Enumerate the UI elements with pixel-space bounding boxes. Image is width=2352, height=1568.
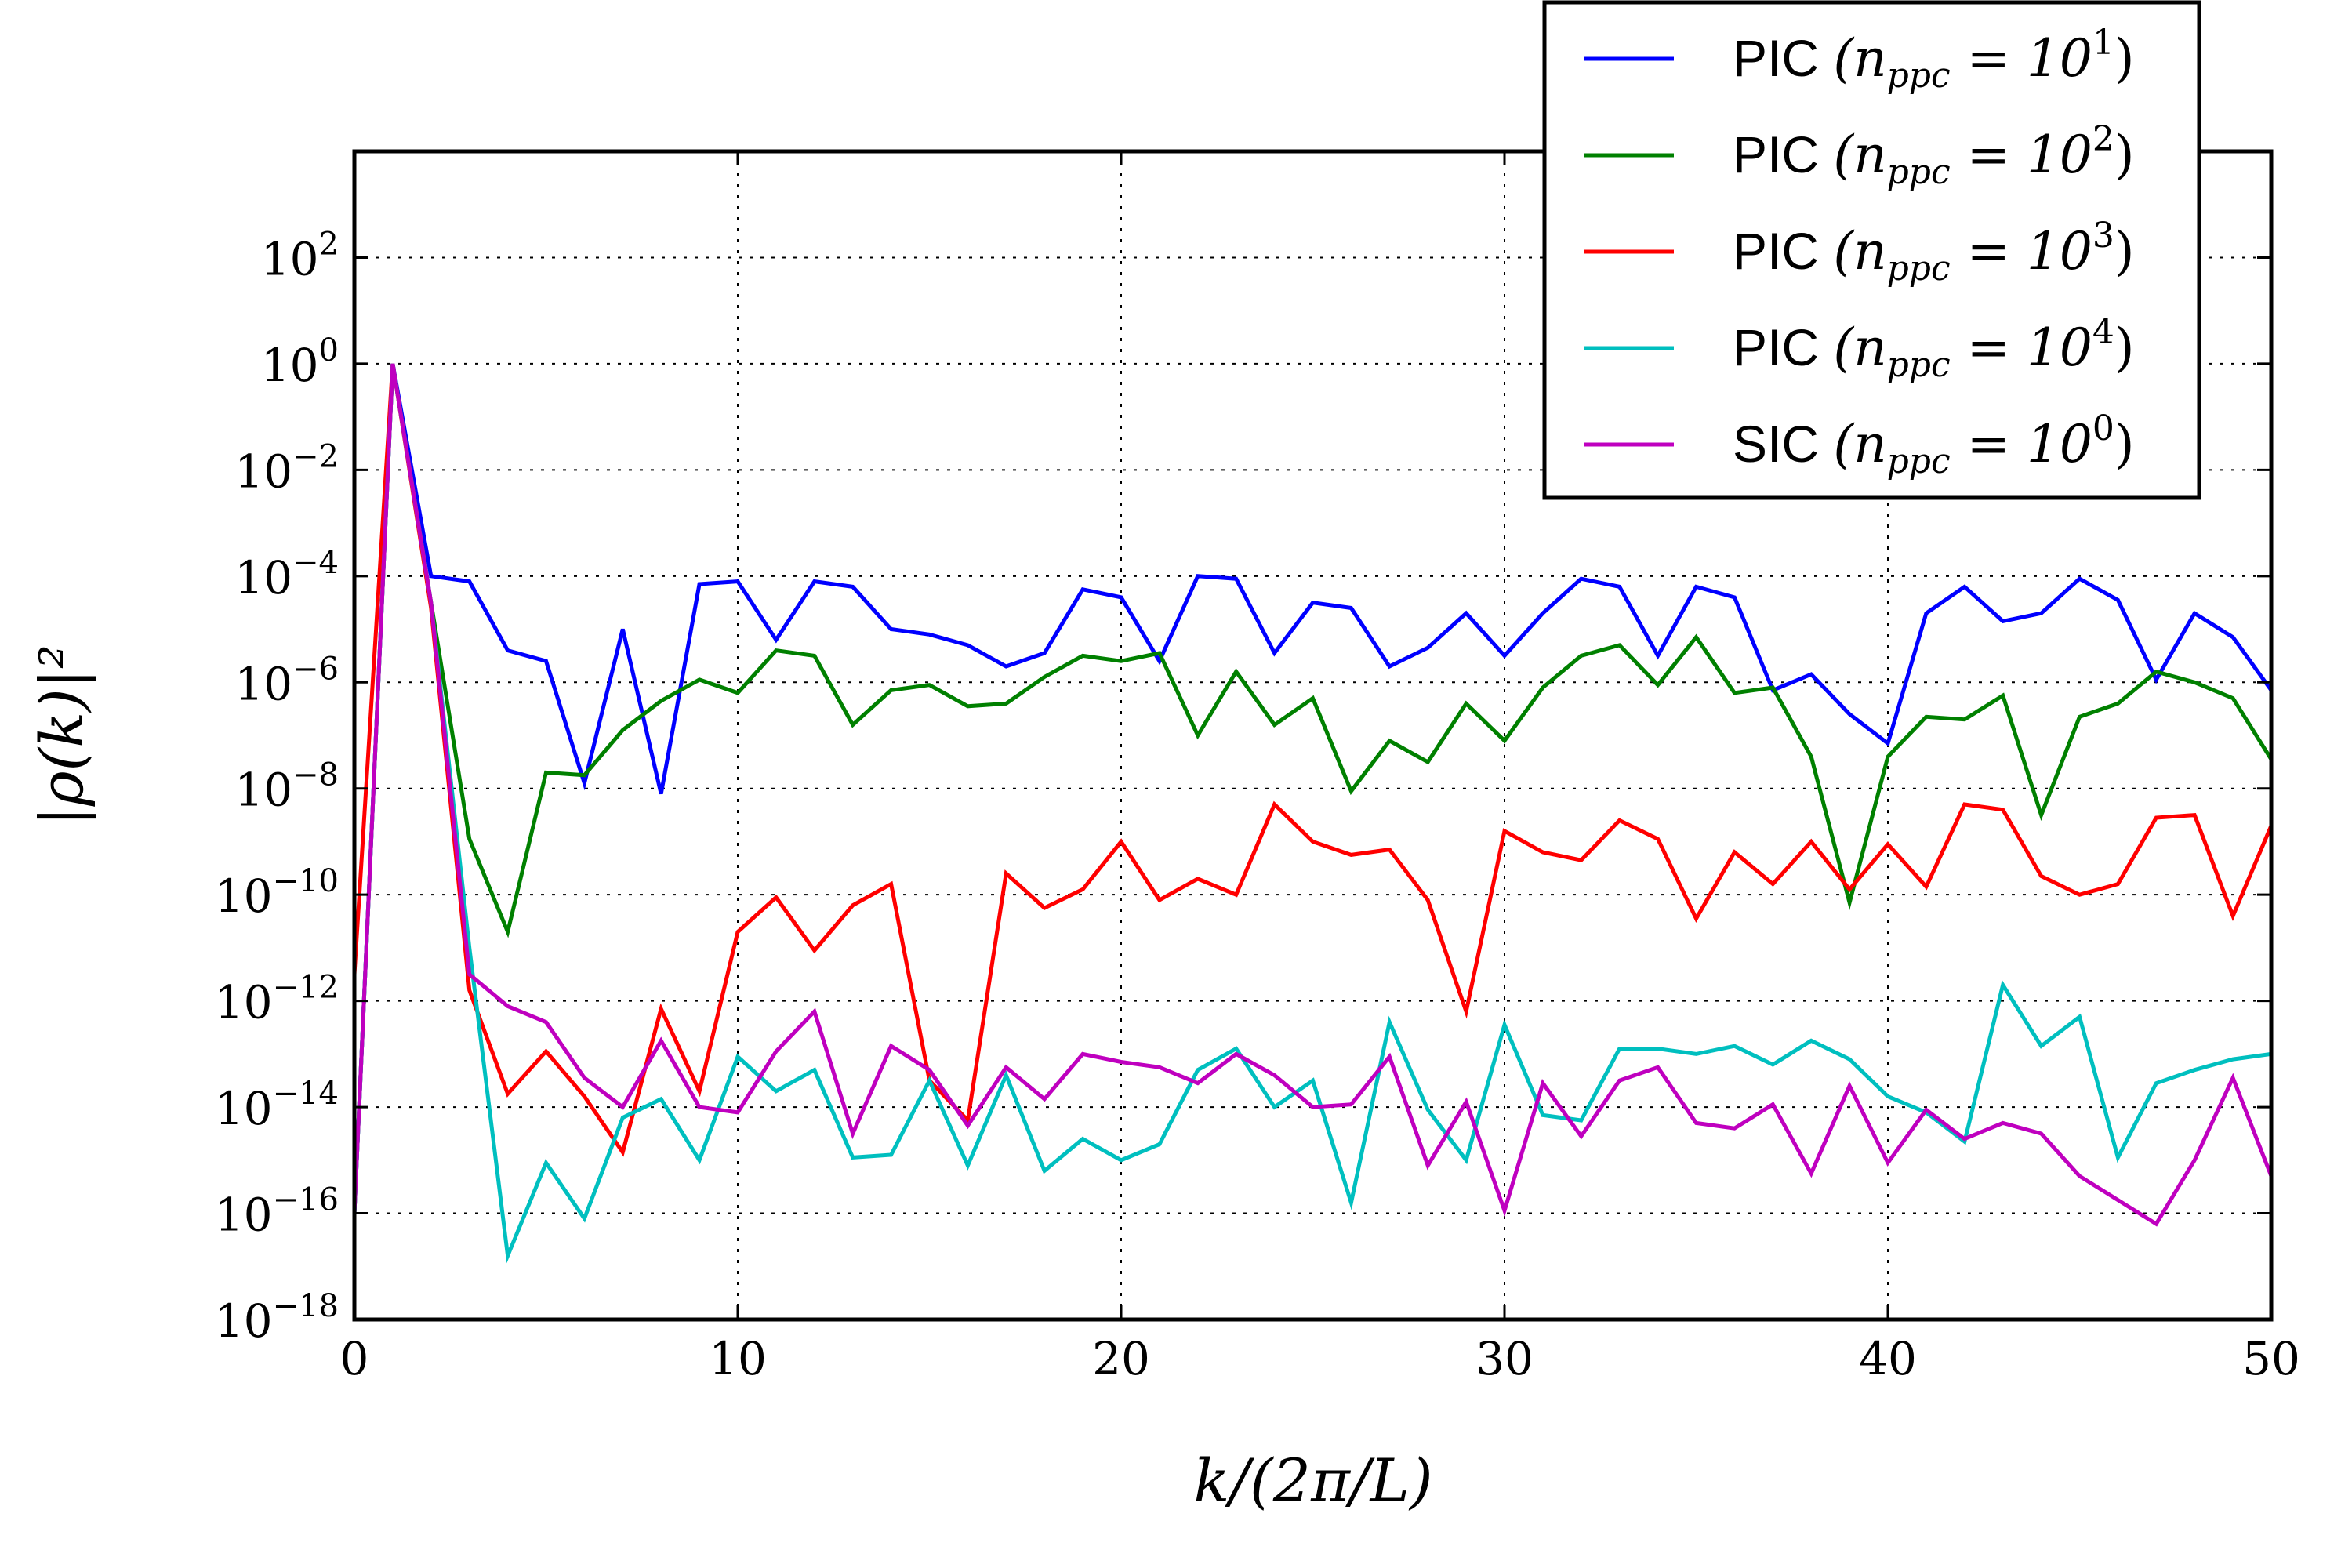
y-tick-label: 10−18 xyxy=(215,1288,339,1348)
x-tick-label: 30 xyxy=(1475,1332,1534,1385)
legend-label: SIC (nppc = 100) xyxy=(1733,408,2135,481)
axis-ticks: 0 10 20 30 40 50 10−18 10−16 10−14 10−12 10−10 10−8… xyxy=(215,151,2300,1385)
series-line-4 xyxy=(354,363,2271,1264)
series-line-3 xyxy=(354,363,2271,1157)
x-tick-label: 0 xyxy=(340,1332,369,1385)
x-tick-label: 40 xyxy=(1859,1332,1917,1385)
series-line-1 xyxy=(354,363,2271,1214)
plot-frame xyxy=(352,149,2274,1322)
y-tick-label: 10−2 xyxy=(234,438,339,498)
y-tick-label: 10−16 xyxy=(215,1182,339,1242)
y-axis-label: |ρ(k)|² xyxy=(27,644,96,826)
legend-label: PIC (nppc = 102) xyxy=(1733,119,2135,192)
series-line-2 xyxy=(354,363,2271,1214)
legend-label: PIC (nppc = 104) xyxy=(1733,312,2135,385)
series-line-5 xyxy=(354,363,2271,1227)
y-tick-label: 10−14 xyxy=(215,1076,339,1135)
y-tick-label: 10−4 xyxy=(234,545,339,604)
series-lines xyxy=(354,363,2271,1264)
y-tick-label: 10−6 xyxy=(234,651,339,710)
legend-label: PIC (nppc = 103) xyxy=(1733,216,2135,289)
y-tick-label: 10−10 xyxy=(215,863,339,923)
x-tick-label: 10 xyxy=(709,1332,767,1385)
y-tick-label: 10−8 xyxy=(234,757,339,817)
y-tick-label: 100 xyxy=(261,332,339,392)
y-tick-label: 102 xyxy=(261,226,339,285)
x-axis-label: k/(2π/L) xyxy=(1193,1446,1432,1515)
x-tick-label: 20 xyxy=(1092,1332,1150,1385)
y-tick-label: 10−12 xyxy=(215,970,339,1029)
legend-label: PIC (nppc = 101) xyxy=(1733,23,2135,96)
x-tick-label: 50 xyxy=(2242,1332,2300,1385)
legend: PIC (nppc = 101) PIC (nppc = 102) PIC (npp… xyxy=(1542,0,2201,500)
